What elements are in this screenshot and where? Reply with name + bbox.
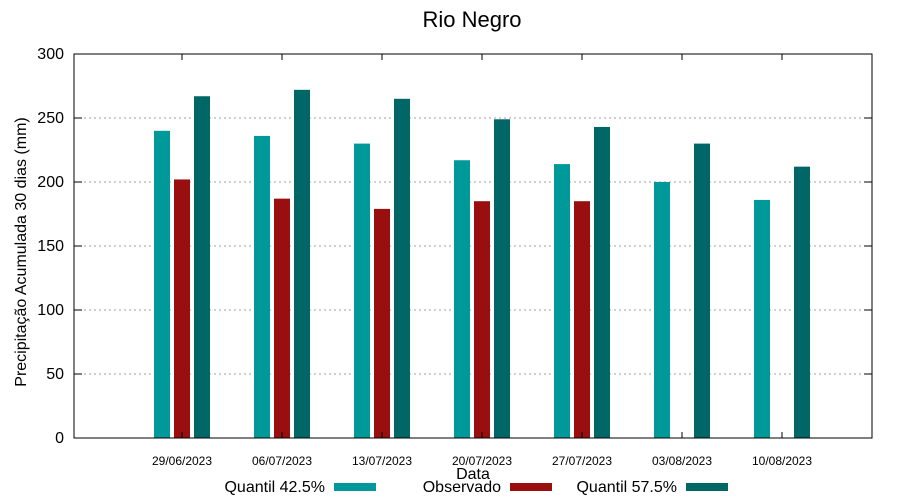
y-tick-label: 300 bbox=[37, 46, 64, 63]
y-tick-label: 50 bbox=[46, 366, 64, 383]
bar-quantil-57-5-7 bbox=[794, 166, 810, 438]
y-tick-label: 100 bbox=[37, 302, 64, 319]
plot-frame bbox=[73, 53, 873, 439]
bar-quantil-57-5-4 bbox=[494, 119, 510, 438]
grid-lines bbox=[74, 117, 872, 375]
y-tick-label: 150 bbox=[37, 238, 64, 255]
bar-quantil-42-5-2 bbox=[254, 135, 270, 439]
x-tick-label: 20/07/2023 bbox=[452, 454, 512, 468]
legend-label: Observado bbox=[423, 479, 501, 496]
bar-quantil-57-5-2 bbox=[294, 89, 310, 438]
bar-observado-4 bbox=[474, 201, 490, 438]
bar-quantil-42-5-4 bbox=[454, 160, 470, 439]
x-tick-label: 27/07/2023 bbox=[552, 454, 612, 468]
y-axis: 0 50 100 150 200 250 300 bbox=[37, 46, 872, 447]
legend-swatch bbox=[686, 483, 728, 491]
bars-group bbox=[154, 89, 810, 439]
x-tick-label: 06/07/2023 bbox=[252, 454, 312, 468]
x-tick-label: 29/06/2023 bbox=[152, 454, 212, 468]
x-tick-label: 13/07/2023 bbox=[352, 454, 412, 468]
bar-quantil-42-5-5 bbox=[554, 164, 570, 438]
bar-quantil-42-5-7 bbox=[754, 199, 770, 438]
legend-label: Quantil 42.5% bbox=[224, 479, 325, 496]
bar-quantil-42-5-3 bbox=[354, 143, 370, 438]
y-axis-label: Precipitação Acumulada 30 dias (mm) bbox=[13, 117, 30, 386]
y-tick-label: 0 bbox=[55, 430, 64, 447]
y-tick-label: 250 bbox=[37, 110, 64, 127]
legend-label: Quantil 57.5% bbox=[576, 479, 677, 496]
legend-swatch bbox=[334, 483, 376, 491]
chart-title: Rio Negro bbox=[422, 7, 521, 32]
x-tick-label: 10/08/2023 bbox=[752, 454, 812, 468]
bar-observado-5 bbox=[574, 201, 590, 438]
bar-quantil-42-5-6 bbox=[654, 182, 670, 438]
x-axis: 29/06/2023 06/07/2023 13/07/2023 20/07/2023… bbox=[152, 54, 812, 468]
x-axis-label: Data bbox=[456, 466, 490, 483]
legend-swatch bbox=[510, 483, 552, 491]
x-tick-label: 03/08/2023 bbox=[652, 454, 712, 468]
bar-quantil-57-5-1 bbox=[194, 96, 210, 439]
bar-observado-2 bbox=[274, 198, 290, 438]
bar-quantil-42-5-1 bbox=[154, 130, 170, 439]
bar-quantil-57-5-3 bbox=[394, 98, 410, 439]
bar-observado-3 bbox=[374, 208, 390, 438]
legend: Quantil 42.5% Observado Quantil 57.5% bbox=[224, 479, 728, 496]
bar-quantil-57-5-6 bbox=[694, 143, 710, 438]
y-tick-label: 200 bbox=[37, 174, 64, 191]
bar-observado-1 bbox=[174, 179, 190, 438]
bar-quantil-57-5-5 bbox=[594, 126, 610, 439]
